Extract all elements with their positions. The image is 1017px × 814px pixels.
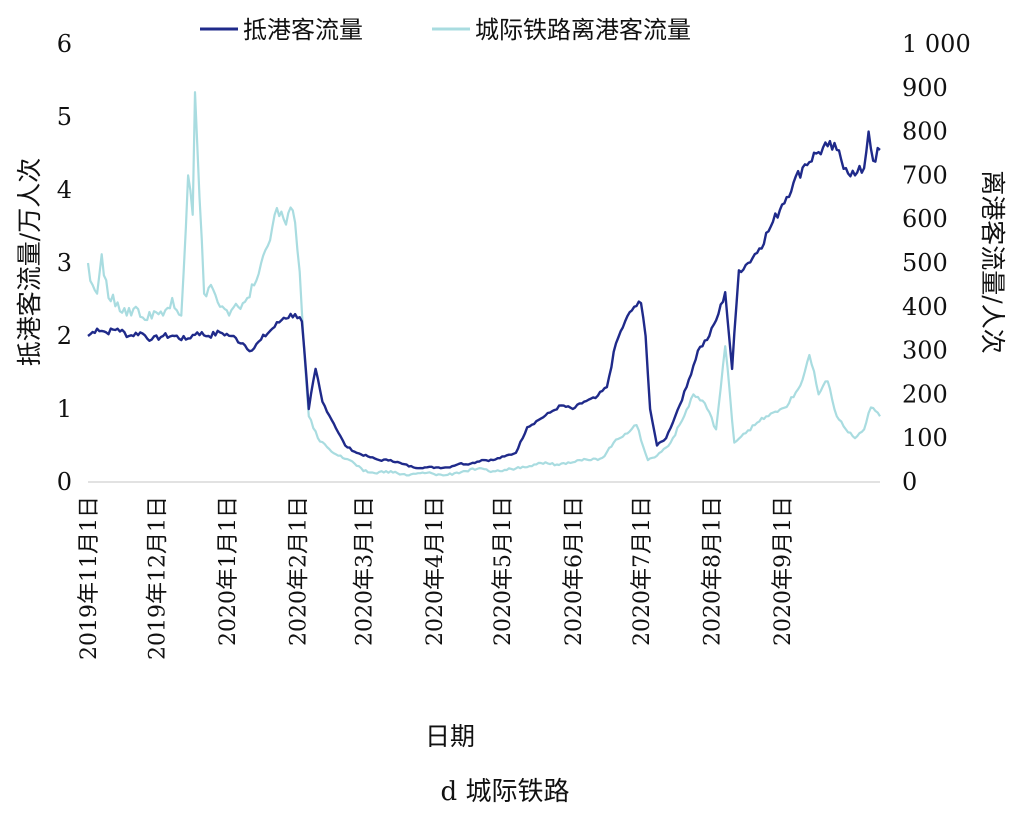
legend: 抵港客流量 城际铁路离港客流量 xyxy=(200,16,691,44)
right-tick-label: 0 xyxy=(902,468,917,496)
x-category-label: 2020年3月1日 xyxy=(352,496,377,646)
series-layer xyxy=(86,91,881,477)
right-tick-label: 1 000 xyxy=(902,30,971,58)
right-tick-label: 600 xyxy=(902,205,948,233)
legend-label-arrivals: 抵港客流量 xyxy=(243,16,363,44)
right-tick-label: 900 xyxy=(902,74,948,102)
right-tick-label: 400 xyxy=(902,293,948,321)
x-category-label: 2020年8月1日 xyxy=(701,496,726,646)
right-tick-label: 100 xyxy=(902,424,948,452)
right-tick-label: 200 xyxy=(902,380,948,408)
left-axis-title: 抵港客流量/万人次 xyxy=(15,158,44,366)
x-axis-title: 日期 xyxy=(425,722,475,751)
right-tick-label: 300 xyxy=(902,337,948,365)
right-axis-title: 离港客流量/人次 xyxy=(978,170,1007,353)
left-tick-label: 4 xyxy=(57,176,72,204)
x-category-label: 2019年12月1日 xyxy=(145,496,170,660)
right-tick-label: 700 xyxy=(902,161,948,189)
left-tick-label: 1 xyxy=(57,395,72,423)
left-tick-label: 0 xyxy=(57,468,72,496)
left-tick-label: 6 xyxy=(57,30,72,58)
series-line-arrivals xyxy=(87,130,881,470)
x-category-label: 2019年11月1日 xyxy=(77,496,102,660)
right-axis-ticks: 0 100 200 300 400 500 600 700 800 900 1 000 xyxy=(902,30,971,496)
left-tick-label: 3 xyxy=(57,249,72,277)
right-tick-label: 800 xyxy=(902,118,948,146)
left-tick-label: 2 xyxy=(57,322,72,350)
legend-label-departures: 城际铁路离港客流量 xyxy=(475,16,691,44)
x-category-label: 2020年1月1日 xyxy=(216,496,241,646)
chart-caption: d 城际铁路 xyxy=(441,777,570,807)
right-tick-label: 500 xyxy=(902,249,948,277)
left-tick-label: 5 xyxy=(57,103,72,131)
series-line-departures xyxy=(86,91,881,477)
left-axis-ticks: 0 1 2 3 4 5 6 xyxy=(57,30,72,496)
x-category-label: 2020年5月1日 xyxy=(491,496,516,646)
x-category-label: 2020年2月1日 xyxy=(286,496,311,646)
x-category-label: 2020年4月1日 xyxy=(423,496,448,646)
x-axis-category-labels: 2019年11月1日 2019年12月1日 2020年1月1日 2020年2月1日 20… xyxy=(77,496,796,660)
x-category-label: 2020年9月1日 xyxy=(771,496,796,646)
x-category-label: 2020年7月1日 xyxy=(630,496,655,646)
x-category-label: 2020年6月1日 xyxy=(562,496,587,646)
